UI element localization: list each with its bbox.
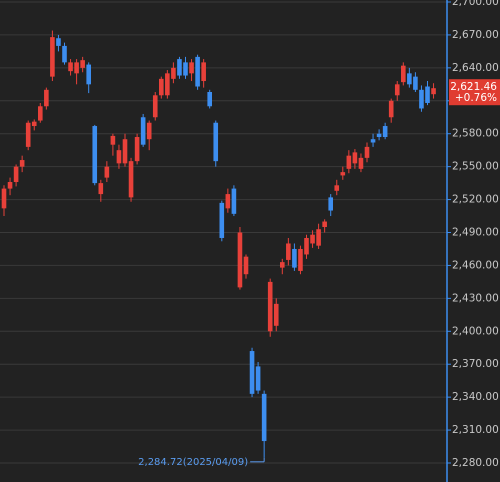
candle-body <box>56 38 61 46</box>
last-price-label: 2,621.46 <box>450 81 497 93</box>
candle-body <box>394 84 400 96</box>
candle-body <box>7 182 13 189</box>
candle-body <box>159 78 164 96</box>
candle-body <box>407 73 412 85</box>
low-annotation: 2,284.72(2025/04/09) <box>138 457 248 468</box>
candle-body <box>401 65 406 83</box>
candle-body <box>413 76 418 90</box>
candle-body <box>243 256 249 275</box>
candle-body <box>334 185 340 191</box>
last-price-box <box>449 79 500 106</box>
candle-body <box>92 126 98 184</box>
candle-body <box>425 86 430 103</box>
y-tick-label: 2,430.00 <box>452 292 499 304</box>
candle-body <box>104 166 110 178</box>
candle-body <box>225 194 231 209</box>
candle-body <box>419 89 424 109</box>
candle-body <box>267 281 273 332</box>
candle-body <box>128 161 134 198</box>
candle-body <box>98 183 104 195</box>
candle-body <box>1 188 7 209</box>
candle-body <box>44 89 49 107</box>
y-tick-label: 2,670.00 <box>452 29 499 41</box>
candle-body <box>292 248 297 268</box>
candle-body <box>31 121 37 127</box>
candle-body <box>273 303 279 326</box>
candle-body <box>237 232 243 288</box>
candle-body <box>219 202 225 238</box>
candle-body <box>195 56 200 87</box>
candle-body <box>62 45 67 63</box>
candle-body <box>110 135 116 145</box>
candle-body <box>280 262 285 268</box>
candle-body <box>255 366 261 391</box>
candle-body <box>134 137 140 162</box>
candle-body <box>340 172 346 176</box>
candle-body <box>370 139 376 143</box>
candle-body <box>249 351 255 394</box>
candle-body <box>213 122 219 162</box>
candle-body <box>116 150 122 164</box>
candle-body <box>322 221 327 228</box>
candle-body <box>177 59 182 76</box>
candle-body <box>122 139 128 164</box>
candle-body <box>165 73 170 96</box>
candle-body <box>207 92 212 107</box>
candle-body <box>68 62 73 72</box>
candle-body <box>382 126 388 138</box>
candle-body <box>146 122 152 140</box>
candle-body <box>13 166 19 183</box>
candle-body <box>50 37 55 77</box>
candle-body <box>231 188 237 214</box>
candle-body <box>304 237 309 255</box>
candle-body <box>201 62 206 82</box>
candle-body <box>38 106 43 121</box>
candle-body <box>388 100 394 118</box>
y-tick-label: 2,310.00 <box>452 424 499 436</box>
candle-body <box>189 62 194 74</box>
candle-body <box>140 117 146 145</box>
candle-body <box>261 393 267 442</box>
y-tick-label: 2,550.00 <box>452 161 499 173</box>
candle-body <box>286 243 291 260</box>
candle-body <box>328 197 333 211</box>
y-tick-label: 2,400.00 <box>452 325 499 337</box>
y-tick-label: 2,340.00 <box>452 391 499 403</box>
y-tick-label: 2,460.00 <box>452 259 499 271</box>
candle-body <box>25 122 31 147</box>
candle-body <box>86 64 91 85</box>
y-tick-label: 2,370.00 <box>452 358 499 370</box>
y-tick-label: 2,280.00 <box>452 457 499 469</box>
candle-body <box>310 234 315 244</box>
candle-body <box>358 157 364 169</box>
y-tick-label: 2,520.00 <box>452 194 499 206</box>
candle-body <box>183 62 188 76</box>
candle-body <box>346 155 352 169</box>
candle-body <box>352 152 358 164</box>
candle-body <box>431 88 436 95</box>
candle-body <box>152 95 158 118</box>
candle-body <box>364 146 370 158</box>
y-tick-label: 2,580.00 <box>452 128 499 140</box>
candle-body <box>80 60 85 68</box>
candle-body <box>298 248 303 271</box>
candle-body <box>74 62 79 74</box>
candle-body <box>376 133 382 138</box>
candle-body <box>316 229 321 246</box>
y-tick-label: 2,490.00 <box>452 227 499 239</box>
candle-body <box>19 160 25 167</box>
y-tick-label: 2,640.00 <box>452 62 499 74</box>
last-price-change: +0.76% <box>455 92 497 104</box>
candle-body <box>171 67 176 79</box>
y-tick-label: 2,700.00 <box>452 0 499 8</box>
